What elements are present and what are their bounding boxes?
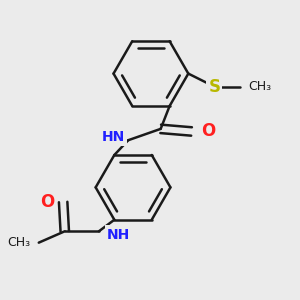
Text: O: O bbox=[40, 193, 54, 211]
Text: CH₃: CH₃ bbox=[248, 80, 272, 93]
Text: CH₃: CH₃ bbox=[8, 236, 31, 249]
Text: S: S bbox=[208, 78, 220, 96]
Text: HN: HN bbox=[102, 130, 125, 144]
Text: O: O bbox=[201, 122, 215, 140]
Text: NH: NH bbox=[107, 227, 130, 242]
